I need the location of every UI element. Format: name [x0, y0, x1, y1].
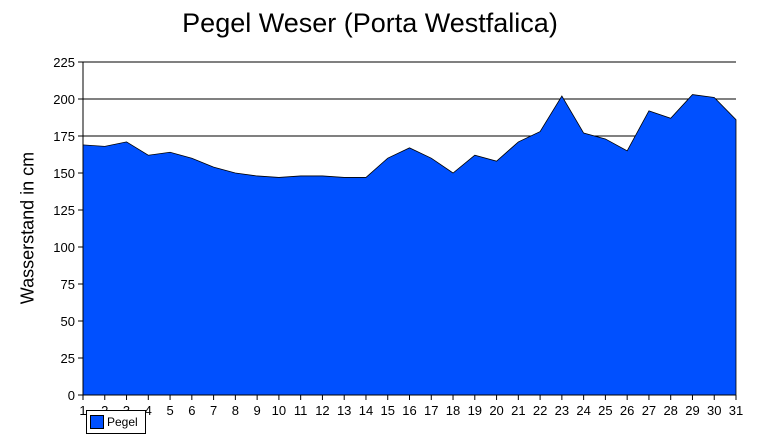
- x-tick-label: 13: [337, 403, 351, 418]
- x-tick-label: 7: [210, 403, 217, 418]
- x-tick-label: 25: [598, 403, 612, 418]
- y-tick-label: 25: [61, 351, 75, 366]
- x-tick-label: 27: [642, 403, 656, 418]
- x-tick-label: 28: [663, 403, 677, 418]
- x-tick-label: 14: [359, 403, 373, 418]
- y-tick-label: 100: [53, 240, 75, 255]
- x-tick-label: 17: [424, 403, 438, 418]
- x-tick-label: 12: [315, 403, 329, 418]
- y-tick-label: 50: [61, 314, 75, 329]
- x-tick-label: 4: [145, 403, 152, 418]
- legend: Pegel: [86, 410, 146, 434]
- y-tick-label: 175: [53, 129, 75, 144]
- x-tick-label: 1: [79, 403, 86, 418]
- y-tick-label: 150: [53, 166, 75, 181]
- x-tick-label: 5: [166, 403, 173, 418]
- x-tick-label: 24: [576, 403, 590, 418]
- series-area: [82, 94, 737, 396]
- x-tick-label: 8: [232, 403, 239, 418]
- x-tick-label: 9: [254, 403, 261, 418]
- x-tick-label: 31: [729, 403, 743, 418]
- x-tick-label: 16: [402, 403, 416, 418]
- x-tick-label: 29: [685, 403, 699, 418]
- y-tick-label: 200: [53, 92, 75, 107]
- x-tick-label: 10: [272, 403, 286, 418]
- x-tick-label: 15: [380, 403, 394, 418]
- x-tick-label: 22: [533, 403, 547, 418]
- y-tick-label: 225: [53, 55, 75, 70]
- y-tick-label: 125: [53, 203, 75, 218]
- legend-label: Pegel: [107, 415, 138, 429]
- x-tick-label: 30: [707, 403, 721, 418]
- x-tick-label: 18: [446, 403, 460, 418]
- x-tick-label: 26: [620, 403, 634, 418]
- x-tick-label: 21: [511, 403, 525, 418]
- x-tick-label: 23: [555, 403, 569, 418]
- legend-swatch: [90, 415, 104, 429]
- y-tick-label: 0: [68, 388, 75, 403]
- y-tick-label: 75: [61, 277, 75, 292]
- x-tick-label: 6: [188, 403, 195, 418]
- x-tick-label: 20: [489, 403, 503, 418]
- x-tick-label: 11: [294, 403, 308, 418]
- chart-title: Pegel Weser (Porta Westfalica): [182, 8, 558, 38]
- x-tick-label: 19: [468, 403, 482, 418]
